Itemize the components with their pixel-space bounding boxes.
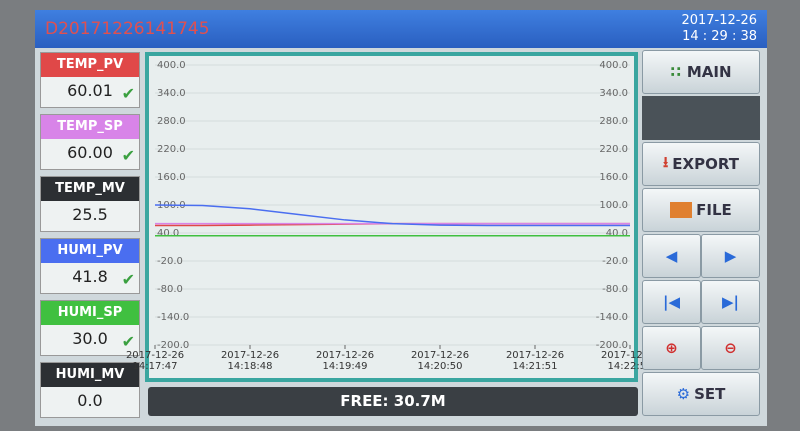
time: 14 : 29 : 38 xyxy=(682,29,757,44)
first-button[interactable]: |◀ xyxy=(642,280,701,324)
date: 2017-12-26 xyxy=(681,13,757,28)
channel-value: 41.8 xyxy=(72,267,108,286)
y2-tick-label: 220.0 xyxy=(599,144,628,155)
channel-name: HUMI_SP xyxy=(41,301,139,325)
last-button[interactable]: ▶| xyxy=(701,280,760,324)
y2-tick-label: -200.0 xyxy=(596,340,628,351)
x-tick-label: 2017-12-26 14:17:47 xyxy=(125,350,185,372)
y2-tick-label: 400.0 xyxy=(599,60,628,71)
channel-name: HUMI_MV xyxy=(41,363,139,387)
channel-name: HUMI_PV xyxy=(41,239,139,263)
y2-tick-label: 160.0 xyxy=(599,172,628,183)
channel-box: HUMI_MV 0.0 xyxy=(40,362,140,418)
main-label: MAIN xyxy=(686,63,732,81)
set-button[interactable]: ⚙ SET xyxy=(642,372,760,416)
x-tick-label: 2017-12-26 14:18:48 xyxy=(220,350,280,372)
y-tick-label: -80.0 xyxy=(157,284,183,295)
y-tick-label: 40.0 xyxy=(157,228,179,239)
prev-button[interactable]: ◀ xyxy=(642,234,701,278)
hmi-screen: D20171226141745 2017-12-26 14 : 29 : 38 … xyxy=(35,10,767,426)
y2-tick-label: -80.0 xyxy=(602,284,628,295)
file-id: D20171226141745 xyxy=(45,19,210,39)
y-tick-label: 160.0 xyxy=(157,172,186,183)
y-tick-label: -200.0 xyxy=(157,340,189,351)
y2-tick-label: 340.0 xyxy=(599,88,628,99)
chart-frame xyxy=(145,52,638,382)
next-button[interactable]: ▶ xyxy=(701,234,760,278)
channel-box: TEMP_MV 25.5 xyxy=(40,176,140,232)
zoom-in-button[interactable]: ⊕ xyxy=(642,326,701,370)
free-space: FREE: 30.7M xyxy=(148,387,638,416)
y-tick-label: 400.0 xyxy=(157,60,186,71)
check-icon: ✔ xyxy=(121,270,135,289)
x-tick-label: 2017-12-26 14:20:50 xyxy=(410,350,470,372)
y-tick-label: 280.0 xyxy=(157,116,186,127)
file-button[interactable]: FILE xyxy=(642,188,760,232)
y-tick-label: -140.0 xyxy=(157,312,189,323)
export-button[interactable]: ⭳ EXPORT xyxy=(642,142,760,186)
channel-value: 30.0 xyxy=(72,329,108,348)
trend-chart: 400.0 400.0 340.0 340.0 280.0 280.0 220.0 220.0… xyxy=(154,60,631,351)
header-bar: D20171226141745 2017-12-26 14 : 29 : 38 xyxy=(35,10,767,48)
blank-slot xyxy=(642,96,760,140)
y2-tick-label: 100.0 xyxy=(599,200,628,211)
channel-name: TEMP_PV xyxy=(41,53,139,77)
set-label: SET xyxy=(694,385,726,403)
y-tick-label: 340.0 xyxy=(157,88,186,99)
file-label: FILE xyxy=(696,201,732,219)
main-button[interactable]: ∷ MAIN xyxy=(642,50,760,94)
channel-value: 25.5 xyxy=(72,205,108,224)
y2-tick-label: -20.0 xyxy=(602,256,628,267)
check-icon: ✔ xyxy=(121,84,135,103)
channel-value: 0.0 xyxy=(77,391,103,410)
channel-name: TEMP_SP xyxy=(41,115,139,139)
check-icon: ✔ xyxy=(121,146,135,165)
channel-value: 60.01 xyxy=(67,81,113,100)
y2-tick-label: 40.0 xyxy=(606,228,628,239)
zoom-out-button[interactable]: ⊖ xyxy=(701,326,760,370)
channel-box: TEMP_SP 60.00 ✔ xyxy=(40,114,140,170)
chart-bg xyxy=(149,56,634,378)
channel-box: HUMI_PV 41.8 ✔ xyxy=(40,238,140,294)
export-label: EXPORT xyxy=(672,155,739,173)
series-line xyxy=(154,204,630,227)
channel-box: TEMP_PV 60.01 ✔ xyxy=(40,52,140,108)
channel-name: TEMP_MV xyxy=(41,177,139,201)
x-tick-label: 2017-12-26 14:22:52 xyxy=(600,350,660,372)
check-icon: ✔ xyxy=(121,332,135,351)
y2-tick-label: 280.0 xyxy=(599,116,628,127)
y-tick-label: 220.0 xyxy=(157,144,186,155)
y2-tick-label: -140.0 xyxy=(596,312,628,323)
x-tick-label: 2017-12-26 14:21:51 xyxy=(505,350,565,372)
x-tick-label: 2017-12-26 14:19:49 xyxy=(315,350,375,372)
y-tick-label: -20.0 xyxy=(157,256,183,267)
channel-value: 60.00 xyxy=(67,143,113,162)
channel-box: HUMI_SP 30.0 ✔ xyxy=(40,300,140,356)
